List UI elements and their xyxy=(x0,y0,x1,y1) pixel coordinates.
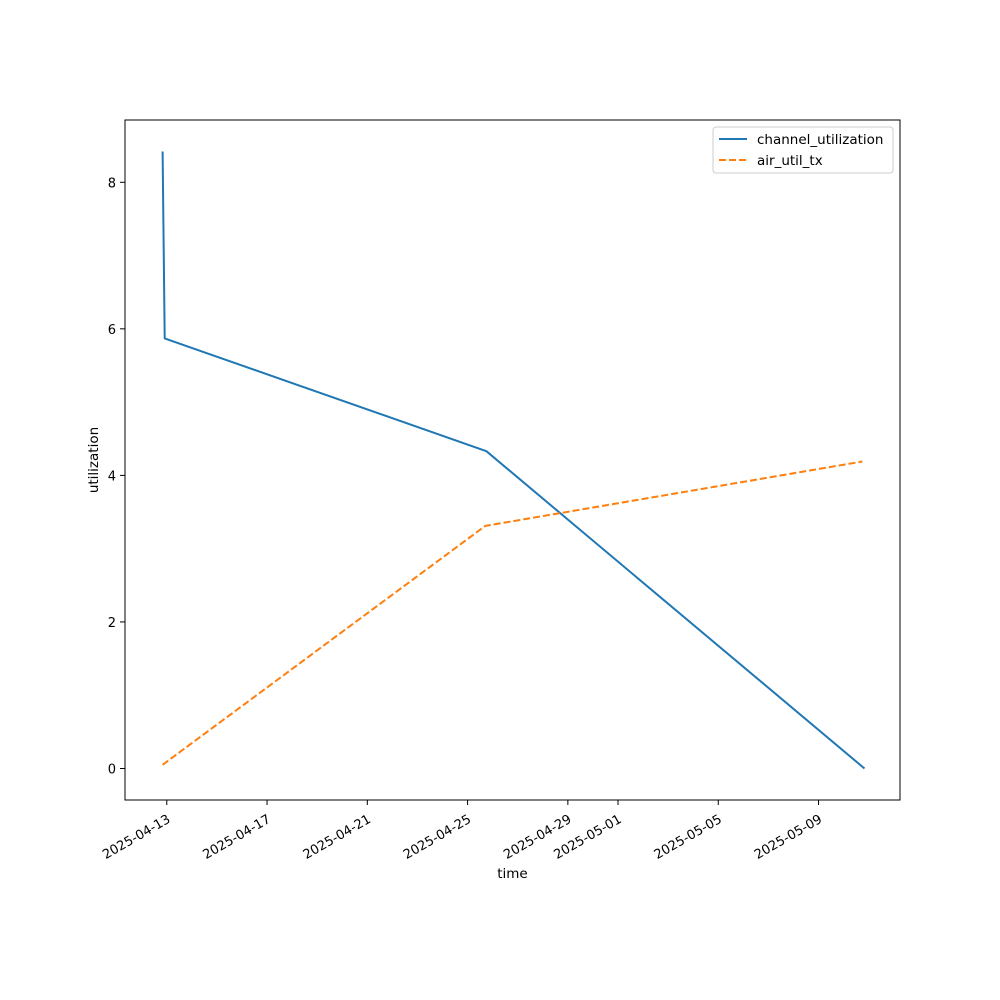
axes-frame xyxy=(124,119,901,801)
x-axis-label: time xyxy=(497,866,528,882)
y-tick-label: 6 xyxy=(108,323,116,338)
y-axis: 0 2 4 6 8 xyxy=(108,176,125,777)
legend-label: channel_utilization xyxy=(757,132,884,148)
y-axis-label: utilization xyxy=(86,427,102,493)
series-line-channel-utilization xyxy=(161,151,866,770)
legend: channel_utilization air_util_tx xyxy=(712,126,894,174)
series-line-air-util-tx xyxy=(162,460,863,766)
legend-label: air_util_tx xyxy=(757,153,823,169)
y-tick-label: 2 xyxy=(108,616,116,631)
legend-box xyxy=(712,126,894,174)
y-tick-label: 8 xyxy=(108,176,116,191)
y-tick-label: 0 xyxy=(108,762,116,777)
y-tick-label: 4 xyxy=(108,469,116,484)
